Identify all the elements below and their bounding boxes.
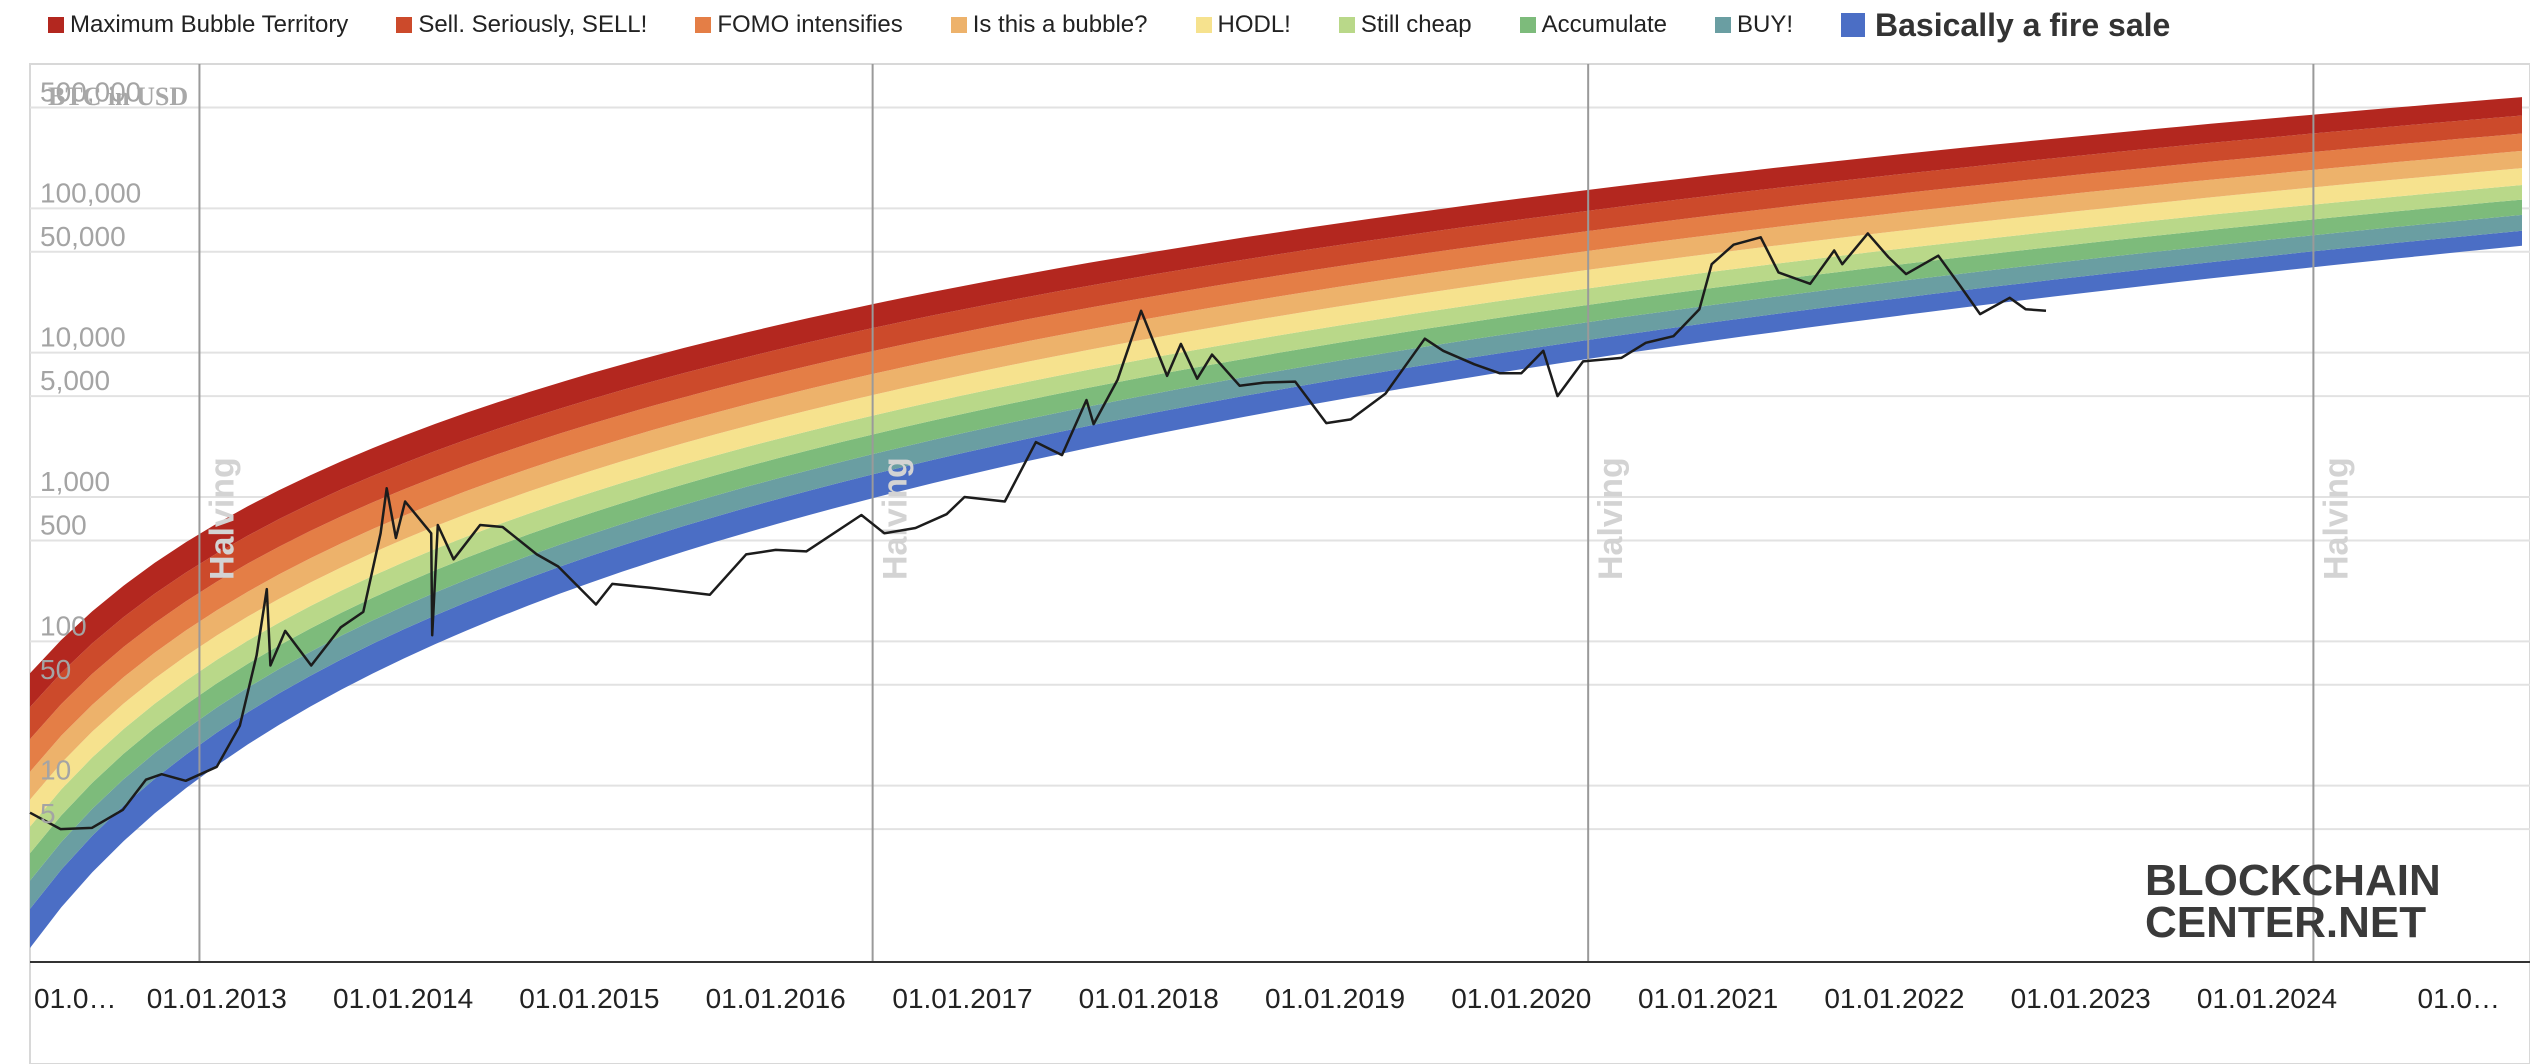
x-tick-label: 01.01.2021 bbox=[1638, 983, 1778, 1014]
halving-label: Halving bbox=[877, 457, 915, 580]
legend-swatch bbox=[950, 17, 967, 33]
band-buy bbox=[30, 214, 2522, 909]
halving-label: Halving bbox=[203, 457, 241, 580]
y-tick-label: 1,000 bbox=[40, 466, 110, 497]
legend-label: HODL! bbox=[1217, 11, 1291, 38]
legend-item[interactable]: FOMO intensifies bbox=[695, 11, 903, 39]
legend-label: Sell. Seriously, SELL! bbox=[418, 11, 648, 38]
x-tick-label: 01.01.2023 bbox=[2011, 983, 2151, 1014]
rainbow-bands bbox=[30, 97, 2522, 948]
band-basically-a-fire-sale bbox=[30, 230, 2522, 948]
legend: Maximum Bubble Territory Sell. Seriously,… bbox=[48, 7, 2170, 44]
x-tick-label: 01.01.2017 bbox=[892, 983, 1032, 1014]
y-axis-label: BTC in USD bbox=[48, 82, 188, 111]
band-accumulate bbox=[30, 199, 2522, 881]
legend-swatch bbox=[1714, 17, 1731, 33]
legend-item[interactable]: Still cheap bbox=[1338, 11, 1472, 39]
legend-label: Maximum Bubble Territory bbox=[70, 11, 349, 38]
halving-label: Halving bbox=[1592, 457, 1630, 580]
x-axis: 01.0… 01.01.2013 01.01.2014 01.01.2015 01.01… bbox=[34, 983, 2500, 1014]
legend-item[interactable]: BUY! bbox=[1714, 11, 1793, 39]
legend-item[interactable]: HODL! bbox=[1195, 11, 1291, 39]
x-tick-label: 01.01.2016 bbox=[706, 983, 846, 1014]
y-tick-label: 100,000 bbox=[40, 177, 141, 208]
band-hodl bbox=[30, 168, 2522, 827]
y-tick-label: 5,000 bbox=[40, 365, 110, 396]
x-tick-label: 01.01.2015 bbox=[519, 983, 659, 1014]
blockchaincenter-logo: BLOCKCHAIN CENTER.NET bbox=[2145, 856, 2441, 947]
legend-item[interactable]: Is this a bubble? bbox=[950, 11, 1148, 39]
halving-lines: Halving Halving Halving Halving bbox=[198, 64, 2355, 962]
legend-swatch bbox=[1338, 17, 1355, 33]
y-tick-label: 10,000 bbox=[40, 322, 126, 353]
y-axis: 5 10 50 100 500 1,000 5,000 10,000 50,000 100,000… bbox=[40, 76, 141, 829]
x-tick-label: 01.0… bbox=[2418, 983, 2501, 1014]
legend-label: BUY! bbox=[1736, 11, 1793, 38]
band-still-cheap bbox=[30, 185, 2522, 854]
legend-swatch bbox=[695, 17, 712, 33]
x-tick-label: 01.01.2014 bbox=[333, 983, 473, 1014]
legend-label: FOMO intensifies bbox=[717, 11, 903, 38]
price-line-group bbox=[29, 232, 2047, 831]
y-tick-label: 5 bbox=[40, 798, 56, 829]
legend-item[interactable]: Accumulate bbox=[1519, 11, 1667, 39]
legend-label: Accumulate bbox=[1541, 11, 1667, 38]
legend-item[interactable]: Sell. Seriously, SELL! bbox=[396, 11, 647, 39]
x-tick-label: 01.01.2018 bbox=[1079, 983, 1219, 1014]
band-is-this-a-bubble bbox=[30, 150, 2522, 800]
legend-label: Basically a fire sale bbox=[1875, 6, 2171, 43]
y-tick-label: 100 bbox=[40, 610, 87, 641]
price-line bbox=[29, 232, 2047, 831]
x-tick-label: 01.01.2019 bbox=[1265, 983, 1405, 1014]
logo-line-1: BLOCKCHAIN bbox=[2145, 856, 2441, 905]
logo-line-2: CENTER.NET bbox=[2145, 898, 2427, 947]
band-maximum-bubble-territory bbox=[30, 97, 2522, 708]
legend-swatch bbox=[396, 17, 413, 33]
halving-label: Halving bbox=[2317, 457, 2355, 580]
legend-item[interactable]: Maximum Bubble Territory bbox=[48, 11, 348, 39]
band-sell-seriously-sell bbox=[30, 115, 2522, 740]
y-tick-label: 10 bbox=[40, 755, 71, 786]
y-tick-label: 50 bbox=[40, 654, 71, 685]
x-tick-label: 01.0… bbox=[34, 983, 117, 1014]
x-tick-label: 01.01.2020 bbox=[1451, 983, 1591, 1014]
legend-swatch bbox=[1519, 17, 1536, 33]
legend-label: Is this a bubble? bbox=[972, 11, 1148, 38]
legend-swatch bbox=[48, 17, 64, 33]
legend-swatch bbox=[1195, 17, 1212, 33]
y-tick-label: 500 bbox=[40, 509, 87, 540]
y-tick-label: 50,000 bbox=[40, 221, 126, 252]
legend-swatch bbox=[1841, 13, 1865, 37]
y-tick-label: 500,000 bbox=[40, 76, 141, 107]
legend-item[interactable]: Basically a fire sale bbox=[1841, 7, 2170, 44]
x-tick-label: 01.01.2013 bbox=[147, 983, 287, 1014]
x-tick-label: 01.01.2022 bbox=[1824, 983, 1964, 1014]
band-fomo-intensifies bbox=[30, 133, 2522, 772]
x-tick-label: 01.01.2024 bbox=[2197, 983, 2337, 1014]
legend-label: Still cheap bbox=[1360, 11, 1472, 38]
